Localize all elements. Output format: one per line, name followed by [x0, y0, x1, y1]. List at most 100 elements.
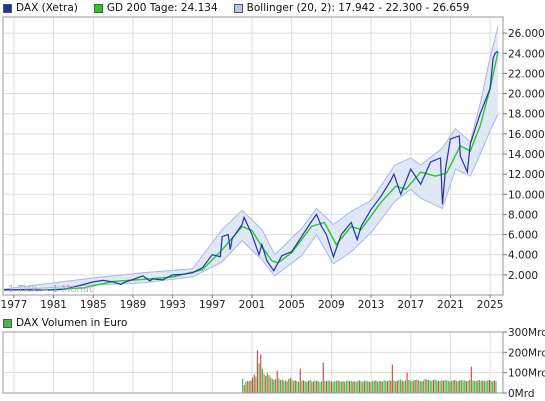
legend-item-sma: GD 200 Tage: 24.134 — [93, 2, 218, 14]
volume-bar — [276, 370, 278, 393]
volume-bar — [312, 381, 314, 393]
volume-bar — [400, 379, 402, 393]
y-tick-label: 24.000 — [508, 48, 545, 60]
volume-bar — [487, 380, 489, 393]
volume-bar — [353, 381, 356, 393]
x-tick-label: 1985 — [80, 299, 107, 311]
volume-bar — [270, 377, 272, 393]
volume-bar — [449, 381, 451, 393]
y-tick-label: 14.000 — [508, 149, 545, 161]
volume-bar — [294, 380, 296, 393]
legend-label-dax: DAX (Xetra) — [16, 2, 78, 14]
volume-bar — [367, 381, 369, 393]
volume-bar — [454, 380, 456, 393]
volume-bar — [293, 380, 295, 393]
volume-bar — [437, 380, 439, 393]
volume-y-axis-ticks: 0Mrd 100Mrd 200Mrd 300Mrd — [503, 327, 545, 400]
volume-bar — [316, 380, 318, 393]
volume-bar — [344, 382, 346, 393]
y-tick-label: 8.000 — [508, 209, 538, 221]
x-tick-label: 2005 — [278, 299, 305, 311]
volume-bar — [450, 380, 453, 393]
legend-swatch-bollinger — [233, 3, 243, 13]
volume-bar — [492, 381, 494, 393]
volume-bar — [378, 380, 380, 393]
legend-swatch-dax — [3, 3, 12, 13]
x-tick-label: 2025 — [477, 299, 504, 311]
x-tick-label: 2001 — [239, 299, 266, 311]
volume-plot-frame — [2, 331, 504, 394]
volume-bar — [286, 381, 288, 393]
volume-bar — [349, 381, 351, 393]
volume-tick-label: 0Mrd — [508, 388, 535, 400]
volume-bar — [439, 381, 441, 393]
volume-bar — [380, 381, 382, 393]
volume-bar — [383, 380, 385, 393]
volume-bar — [251, 377, 254, 394]
volume-bar — [426, 379, 428, 393]
volume-bar — [442, 380, 444, 393]
y-tick-label: 22.000 — [508, 68, 545, 80]
bollinger-band-fill — [4, 26, 498, 291]
volume-bar — [360, 381, 362, 393]
volume-bar — [411, 381, 413, 393]
volume-bar — [319, 382, 321, 393]
volume-bar — [482, 380, 484, 393]
volume-bar — [325, 381, 328, 393]
volume-bar — [334, 381, 336, 393]
volume-bar — [357, 380, 359, 393]
x-tick-label: 1997 — [199, 299, 226, 311]
volume-bar — [340, 381, 342, 393]
volume-bar — [436, 380, 438, 393]
volume-bar — [261, 368, 263, 393]
y-tick-label: 4.000 — [508, 250, 538, 262]
volume-bar — [391, 364, 393, 393]
volume-bar — [362, 381, 364, 393]
volume-bar — [404, 380, 407, 393]
x-tick-label: 2021 — [437, 299, 464, 311]
volume-bar — [309, 380, 311, 393]
volume-bar — [441, 380, 443, 393]
price-plot-frame — [2, 16, 504, 296]
volume-bar — [296, 381, 298, 393]
volume-bar — [245, 381, 247, 393]
volume-bar — [271, 378, 273, 393]
y-tick-label: 2.000 — [508, 270, 538, 282]
volume-bar — [395, 381, 397, 393]
volume-bar — [393, 380, 395, 393]
volume-bar — [423, 380, 425, 393]
volume-bar — [350, 380, 352, 393]
legend-swatch-volume — [3, 318, 12, 328]
price-grid — [3, 17, 503, 295]
x-tick-label: 1981 — [40, 299, 67, 311]
y-tick-label: 20.000 — [508, 89, 545, 101]
volume-bar — [258, 363, 260, 393]
tick-watermark: 1 Tick = 1 Monat — [8, 284, 93, 295]
volume-bar — [388, 380, 390, 393]
volume-bar — [255, 376, 257, 393]
volume-bar — [478, 380, 481, 393]
volume-bar — [444, 380, 446, 393]
legend-label-sma: GD 200 Tage: 24.134 — [106, 2, 218, 14]
volume-bar — [283, 380, 285, 393]
legend-label-volume: DAX Volumen in Euro — [16, 317, 128, 329]
volume-bar — [390, 380, 392, 393]
volume-bar — [460, 380, 463, 393]
volume-bar — [457, 381, 459, 393]
y-axis-ticks: 2.000 4.000 6.000 8.000 10.000 12.000 14.000 16… — [503, 28, 545, 282]
volume-bar — [266, 372, 268, 393]
volume-bar — [421, 381, 423, 393]
volume-bar — [424, 378, 426, 393]
y-tick-label: 18.000 — [508, 109, 545, 121]
volume-bar — [469, 380, 471, 393]
volume-tick-label: 300Mrd — [508, 327, 545, 339]
volume-bar — [465, 381, 467, 393]
volume-bar — [242, 378, 244, 393]
volume-bar — [490, 380, 492, 393]
y-tick-label: 10.000 — [508, 189, 545, 201]
volume-bar — [447, 380, 449, 393]
volume-bar — [477, 380, 479, 393]
volume-bar — [342, 381, 344, 393]
x-tick-label: 1989 — [120, 299, 147, 311]
volume-bar — [373, 381, 375, 393]
